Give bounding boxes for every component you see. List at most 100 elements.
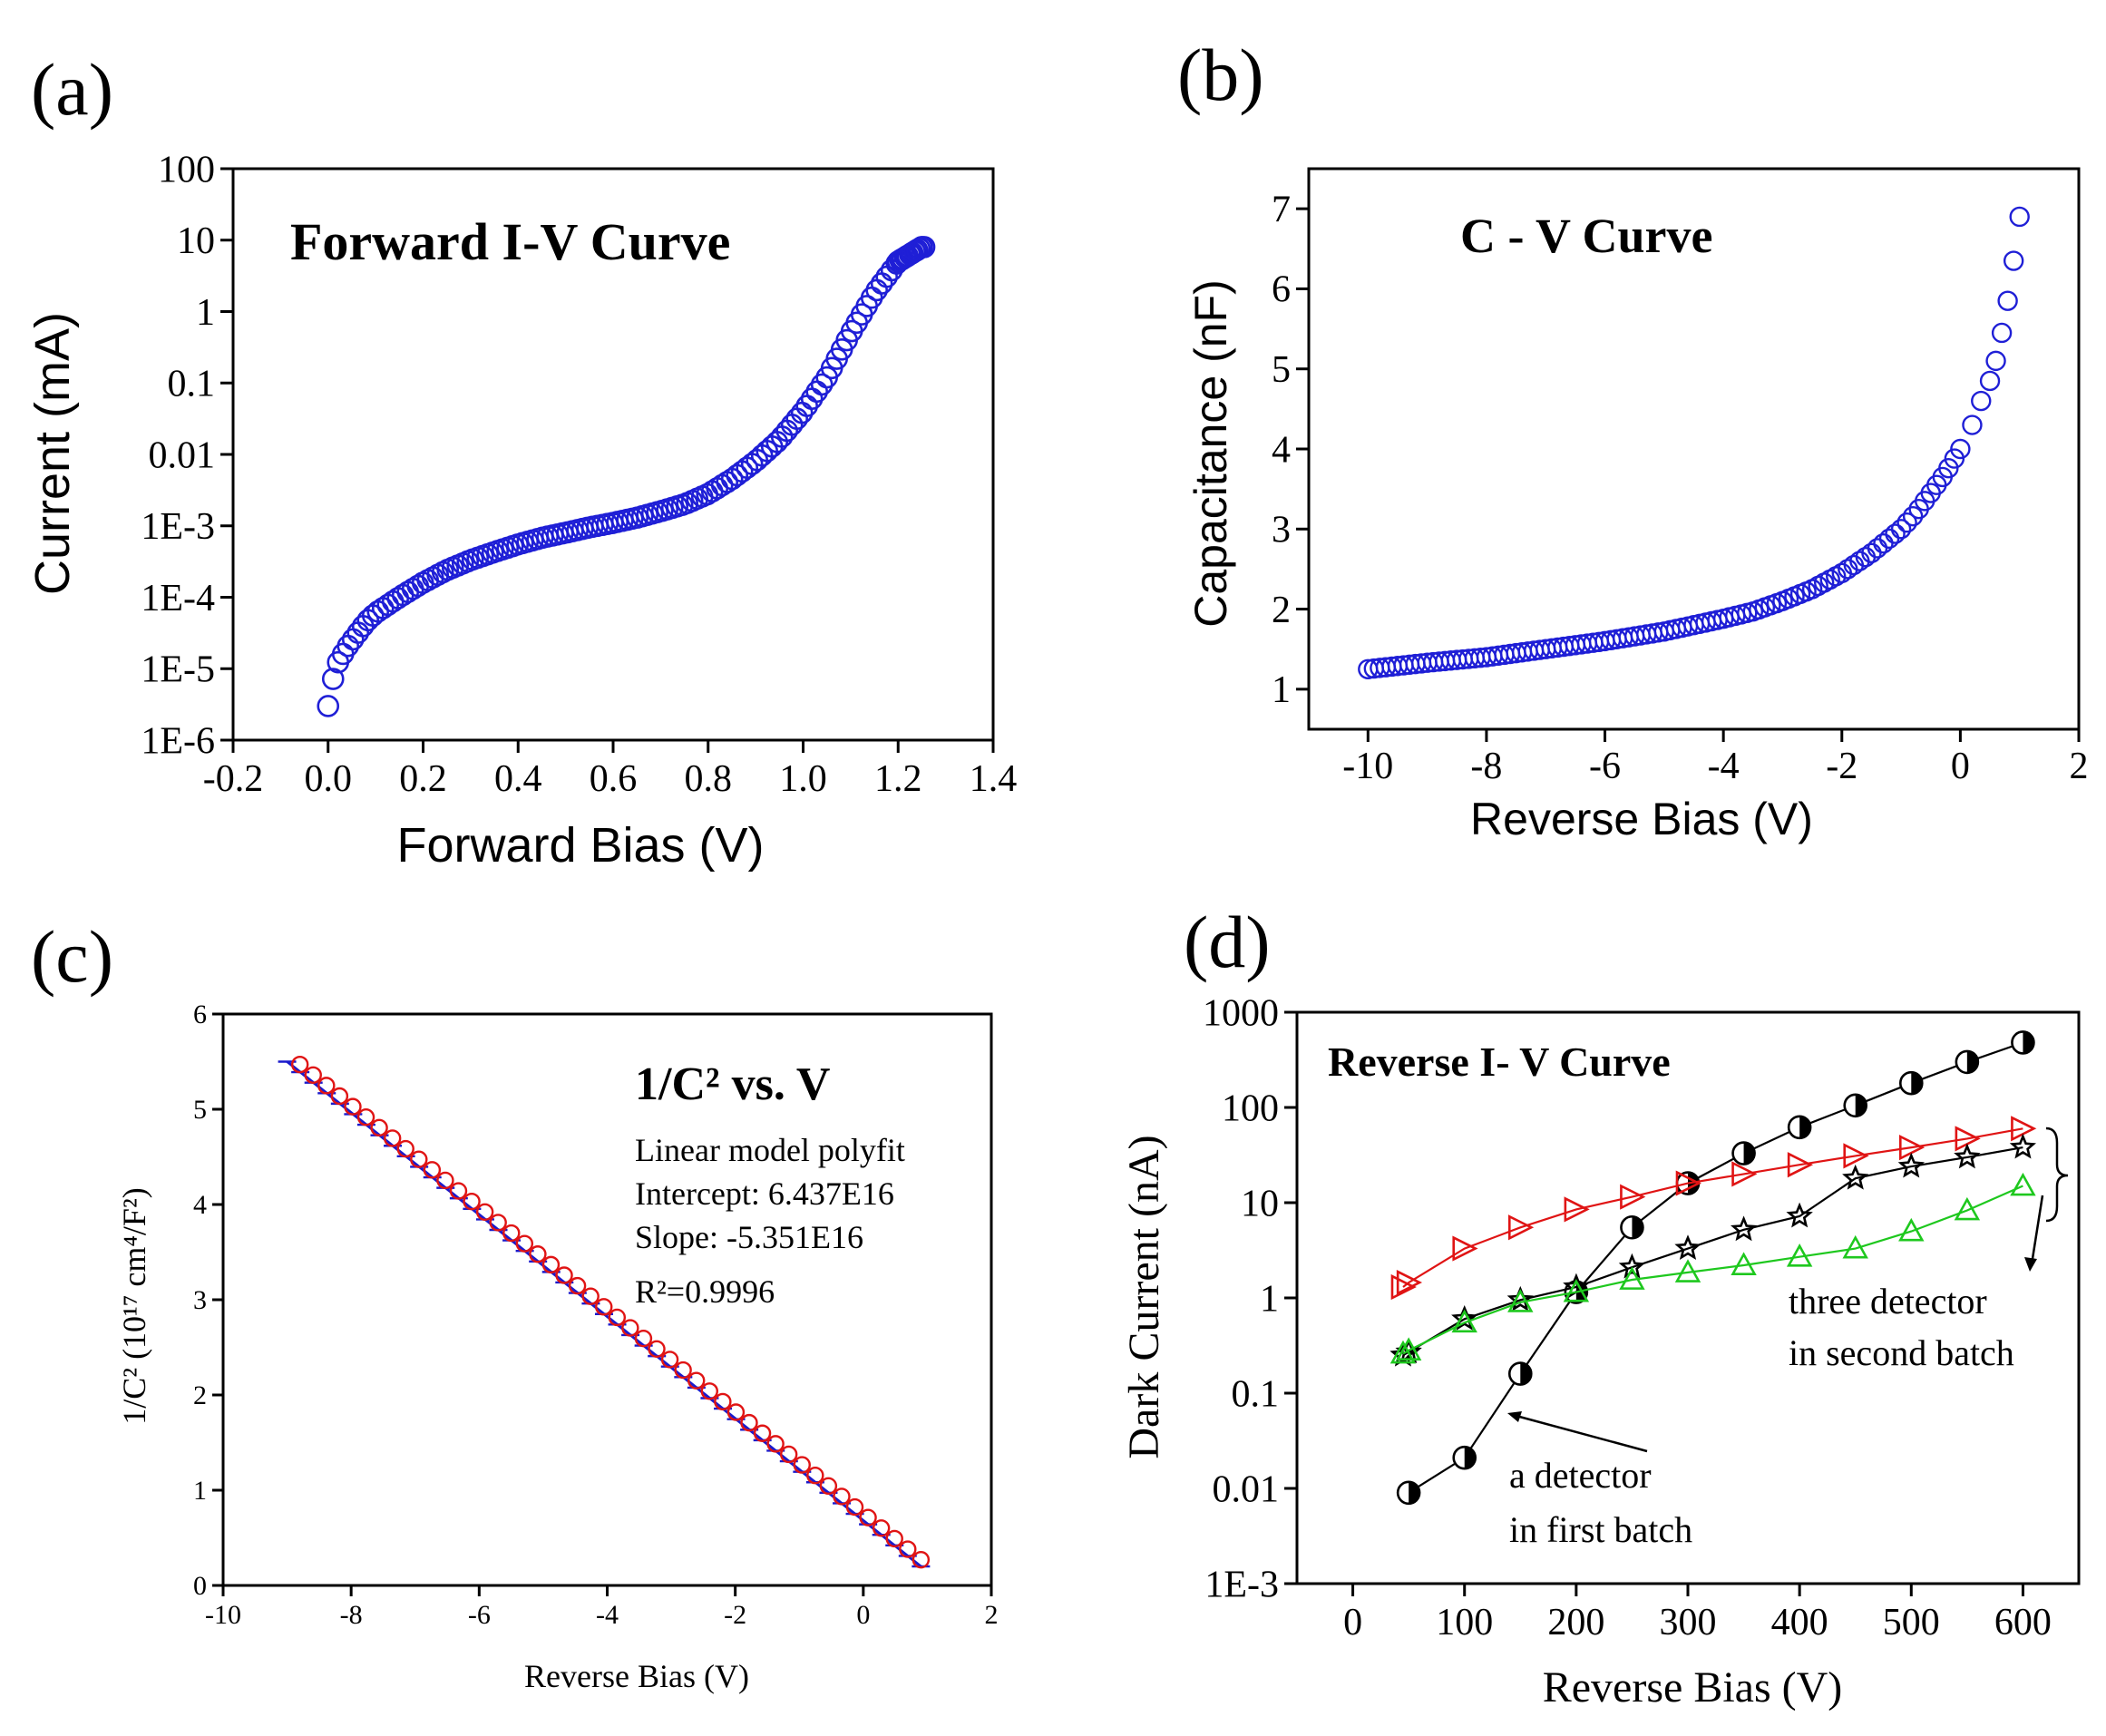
panel-d-x-tick-label: 600 (1994, 1602, 2052, 1643)
panel-b-x-tick-label: -10 (1342, 746, 1393, 787)
panel-b-label: (b) (1177, 34, 1264, 116)
panel-c-y-label: 1/C² (10¹⁷ cm⁴/F²) (116, 1187, 152, 1424)
panel-d-data-point (1452, 1235, 1478, 1262)
panel-d-data-point (1731, 1252, 1757, 1275)
panel-d-data-point (1451, 1309, 1477, 1333)
panel-c-data-point (674, 1361, 692, 1380)
panel-b-y-tick-label: 4 (1272, 429, 1291, 471)
panel-c-data-point (330, 1087, 349, 1106)
panel-d-arrow-first-batch (1512, 1413, 1648, 1453)
panel-a-data-point (795, 395, 818, 417)
panel-b-data-point (1950, 438, 1971, 460)
panel-d-data-point (1842, 1164, 1869, 1190)
panel-c-data-point (555, 1266, 573, 1284)
panel-a-data-point (870, 272, 893, 295)
panel-d-y-tick-label: 1000 (1203, 992, 1279, 1034)
panel-c-data-point (833, 1487, 851, 1506)
panel-b-data-point (1991, 322, 2013, 344)
panel-a-data-point (800, 387, 824, 410)
panel-a-x-tick-label: 1.2 (874, 758, 922, 800)
panel-c-data-point (608, 1308, 627, 1327)
panel-c-data-point (529, 1245, 547, 1263)
panel-a-y-tick-label: 1E-4 (141, 578, 215, 619)
panel-d-data-point (1507, 1214, 1535, 1241)
panel-c-data-point (436, 1171, 454, 1190)
panel-a-y-tick-label: 1E-3 (141, 506, 215, 548)
panel-c-data-point (885, 1529, 903, 1548)
panel-b-y-tick-label: 7 (1272, 189, 1291, 230)
panel-c-x-label: Reverse Bias (V) (524, 1658, 749, 1694)
panel-b-x-label: Reverse Bias (V) (1470, 794, 1813, 844)
panel-d-brace (2045, 1126, 2069, 1223)
panel-d-data-point (2010, 1172, 2036, 1196)
panel-b-y-tick-label: 6 (1272, 269, 1291, 311)
panel-c-data-point (463, 1192, 481, 1211)
panel-a-x-tick-label: 1.4 (970, 758, 1018, 800)
panel-d-data-point (1954, 1196, 1981, 1221)
panel-c-data-point (489, 1214, 507, 1232)
panel-d-data-point (1507, 1361, 1533, 1386)
panel-c-data-point (899, 1540, 917, 1558)
panel-d-title: Reverse I- V Curve (1328, 1039, 1671, 1085)
panel-a-x-tick-label: -0.2 (203, 758, 264, 800)
panel-d-data-point (1620, 1184, 1646, 1210)
panel-c-annotation-3: Slope: -5.351E16 (635, 1219, 863, 1255)
panel-c-data-point (423, 1161, 442, 1179)
panel-b-y-tick-label: 1 (1272, 669, 1291, 711)
panel-d-y-label: Dark Current (nA) (1120, 1135, 1168, 1458)
panel-b-title: C - V Curve (1460, 209, 1713, 263)
panel-d-y-tick-label: 1E-3 (1204, 1564, 1279, 1605)
panel-d-data-point (1787, 1115, 1812, 1140)
panel-b-data-point (1997, 290, 2018, 311)
panel-b: (b) C - V Curve Reverse Bias (V) Capacit… (1177, 34, 2089, 844)
panel-c-data-point (714, 1392, 732, 1411)
panel-d-annotation-3: a detector (1509, 1455, 1652, 1496)
panel-d-data-point (1618, 1253, 1646, 1279)
panel-c-y-tick-label: 3 (193, 1285, 207, 1315)
panel-d-data-point (1396, 1480, 1421, 1506)
panel-c-data-point (700, 1382, 718, 1400)
panel-c-data-point (779, 1445, 798, 1464)
panel-d-data-point (1506, 1285, 1534, 1312)
panel-d-data-point (1897, 1152, 1925, 1178)
panel-b-data-point (2003, 250, 2024, 271)
panel-c-y-tick-label: 6 (193, 1000, 207, 1029)
panel-a-y-tick-label: 0.1 (168, 364, 216, 405)
panel-d-data-point (1843, 1093, 1868, 1118)
panel-d-annotation-2: in second batch (1789, 1332, 2014, 1373)
panel-d-series-line-0 (1408, 1041, 2023, 1494)
panel-c-annotation-1: Linear model polyfit (635, 1132, 905, 1168)
panel-c-data-point (568, 1276, 587, 1295)
panel-c-x-tick-label: -8 (340, 1600, 363, 1630)
panel-c-data-point (581, 1287, 600, 1305)
panel-a-x-tick-label: 1.0 (779, 758, 827, 800)
panel-d-data-point (1395, 1337, 1422, 1361)
panel-c-data-point (344, 1097, 362, 1116)
panel-d-y-tick-label: 1 (1260, 1278, 1279, 1320)
panel-a-data-point (346, 621, 370, 644)
panel-d-annotation-4: in first batch (1509, 1509, 1692, 1550)
panel-c-x-tick-label: -10 (205, 1600, 241, 1630)
panel-b-y-tick-label: 5 (1272, 349, 1291, 391)
panel-c-data-point (819, 1477, 838, 1496)
panel-c-y-tick-label: 4 (193, 1190, 207, 1220)
panel-d-data-point (1843, 1143, 1869, 1169)
panel-c-title: 1/C² vs. V (635, 1058, 830, 1110)
panel-d-data-point (1396, 1269, 1423, 1296)
panel-d-x-tick-label: 0 (1343, 1602, 1362, 1643)
panel-a-x-tick-label: 0.4 (494, 758, 542, 800)
panel-a-y-label: Current (mA) (25, 312, 80, 595)
panel-d: (d) Reverse I- V Curve three detector in… (1120, 901, 2081, 1712)
panel-c-x-tick-label: -2 (724, 1600, 746, 1630)
panel-a-label: (a) (31, 48, 113, 131)
panel-d-x-label: Reverse Bias (V) (1543, 1663, 1843, 1712)
panel-b-data-point (1962, 414, 1983, 435)
panel-c-data-point (383, 1129, 402, 1147)
panel-d-data-point (1619, 1266, 1645, 1290)
panel-c-y-tick-label: 0 (193, 1571, 207, 1601)
panel-d-series-line-3 (1402, 1185, 2023, 1355)
panel-c-data-point (410, 1150, 428, 1168)
panel-c-data-point (687, 1371, 706, 1390)
panel-d-data-point (1955, 1049, 1980, 1075)
